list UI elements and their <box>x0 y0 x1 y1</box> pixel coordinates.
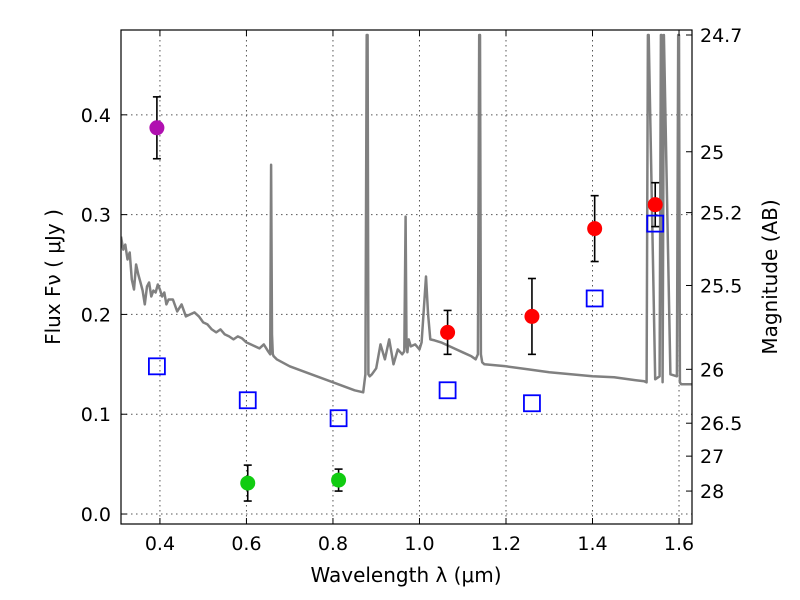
x-tick-label: 1.2 <box>491 533 521 555</box>
observed-uv-point <box>149 120 164 135</box>
y-axis-label-right: Magnitude (AB) <box>758 199 782 354</box>
model-spectrum-line <box>121 35 692 392</box>
observed-optical-point <box>240 476 255 491</box>
right-tick-label: 25.5 <box>700 275 742 297</box>
observed-nir-point <box>587 221 602 236</box>
model-photometry-point <box>331 410 347 426</box>
right-tick-label: 24.7 <box>700 25 742 47</box>
observed-nir-point <box>524 309 539 324</box>
observed-optical-point <box>331 473 346 488</box>
x-tick-label: 0.4 <box>145 533 175 555</box>
right-tick-label: 28 <box>700 481 724 503</box>
y-tick-label: 0.0 <box>81 504 111 526</box>
axis-ticks: 0.4 0.6 0.8 1.0 1.2 1.4 1.6 0.0 0.1 0.2 0.3 0.4 24.7… <box>81 25 743 555</box>
right-tick-label: 26.5 <box>700 413 742 435</box>
x-axis-label: Wavelength λ (μm) <box>310 563 501 587</box>
model-photometry-point <box>587 290 603 306</box>
right-tick-label: 25 <box>700 142 724 164</box>
y-tick-label: 0.3 <box>81 205 111 227</box>
right-tick-label: 26 <box>700 359 724 381</box>
model-photometry-point <box>524 395 540 411</box>
x-tick-label: 0.8 <box>318 533 348 555</box>
model-spectrum-layer <box>121 35 692 392</box>
y-tick-label: 0.1 <box>81 404 111 426</box>
y-axis-label: Flux Fν ( μJy ) <box>41 209 65 345</box>
right-tick-label: 25.2 <box>700 203 742 225</box>
observed-nir-point <box>648 197 663 212</box>
x-tick-label: 0.6 <box>231 533 261 555</box>
sed-chart: 0.4 0.6 0.8 1.0 1.2 1.4 1.6 0.0 0.1 0.2 0.3 0.4 24.7… <box>0 0 800 600</box>
x-tick-label: 1.4 <box>577 533 607 555</box>
y-tick-label: 0.4 <box>81 105 111 127</box>
x-tick-label: 1.6 <box>664 533 694 555</box>
model-photometry-point <box>440 382 456 398</box>
observed-nir-point <box>440 325 455 340</box>
y-tick-label: 0.2 <box>81 304 111 326</box>
model-photometry-point <box>240 392 256 408</box>
x-tick-label: 1.0 <box>404 533 434 555</box>
model-photometry-point <box>149 358 165 374</box>
right-tick-label: 27 <box>700 446 724 468</box>
